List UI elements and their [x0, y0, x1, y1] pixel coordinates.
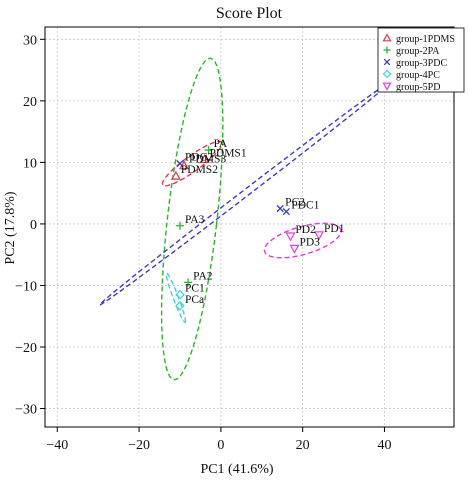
axis-ticks: −40 −20 0 20 40 30 20 10 0 −10 −20 −30	[15, 33, 391, 453]
y-tick-label: 20	[23, 95, 37, 110]
legend-label: group-4PC	[396, 70, 440, 81]
grid-lines	[45, 27, 454, 427]
data-point-marker	[184, 278, 193, 287]
data-point-marker	[282, 207, 290, 216]
data-point-marker	[176, 159, 184, 168]
confidence-ellipses	[98, 57, 393, 381]
data-point-marker	[175, 289, 185, 300]
plot-frame	[44, 26, 455, 428]
chart-title: Score Plot	[216, 5, 283, 22]
point-label: PC1	[185, 283, 205, 295]
y-tick-label: 30	[23, 33, 37, 48]
legend-marker	[383, 46, 391, 54]
legend-marker	[383, 58, 391, 66]
point-label: PDC2	[185, 152, 213, 164]
point-label: PD2	[295, 224, 316, 236]
point-label: PCa	[185, 294, 204, 306]
y-tick-label: −10	[15, 279, 37, 294]
data-point-marker	[175, 300, 185, 311]
point-label: PA2	[193, 270, 213, 282]
legend-marker	[382, 82, 392, 91]
point-label: PDC1	[291, 200, 319, 212]
data-point-marker	[276, 204, 284, 213]
legend-label: group-3PDC	[396, 58, 447, 69]
confidence-ellipse	[161, 140, 223, 187]
legend-marker	[382, 69, 392, 79]
point-label: PD3	[299, 237, 320, 249]
confidence-ellipse	[263, 222, 342, 259]
x-tick-label: −20	[128, 438, 150, 453]
data-points	[170, 146, 325, 311]
x-tick-label: 20	[296, 438, 310, 453]
data-point-marker	[170, 170, 181, 180]
y-tick-label: 0	[30, 218, 37, 233]
point-label: PDMS2	[181, 164, 218, 176]
data-point-marker	[199, 154, 210, 164]
confidence-ellipse	[98, 80, 393, 306]
point-label: PDMS3	[189, 153, 226, 165]
legend-label: group-1PDMS	[396, 34, 455, 45]
y-tick-label: 10	[23, 156, 37, 171]
x-tick-label: −40	[46, 438, 68, 453]
data-point-marker	[289, 244, 300, 254]
y-tick-label: −30	[15, 403, 37, 418]
point-label: PA3	[185, 214, 205, 226]
legend-label: group-5PD	[396, 82, 440, 93]
point-label: PA	[214, 138, 228, 150]
legend-marker	[382, 33, 392, 42]
point-label: PC2	[285, 197, 305, 209]
point-label: PDMS1	[210, 147, 247, 159]
legend-label: group-2PA	[396, 46, 440, 57]
data-point-marker	[314, 231, 325, 241]
x-tick-label: 40	[377, 438, 391, 453]
legend: group-1PDMSgroup-2PAgroup-3PDCgroup-4PCg…	[377, 27, 465, 93]
y-axis-label: PC2 (17.8%)	[3, 191, 18, 264]
data-point-marker	[175, 221, 184, 230]
data-point-marker	[204, 146, 213, 155]
y-tick-label: −20	[15, 341, 37, 356]
data-point-marker	[285, 232, 296, 242]
confidence-ellipse	[160, 57, 224, 381]
x-axis-label: PC1 (41.6%)	[200, 462, 273, 477]
legend-box	[377, 27, 465, 93]
x-tick-label: 0	[217, 438, 224, 453]
point-label: PD1	[324, 223, 345, 235]
